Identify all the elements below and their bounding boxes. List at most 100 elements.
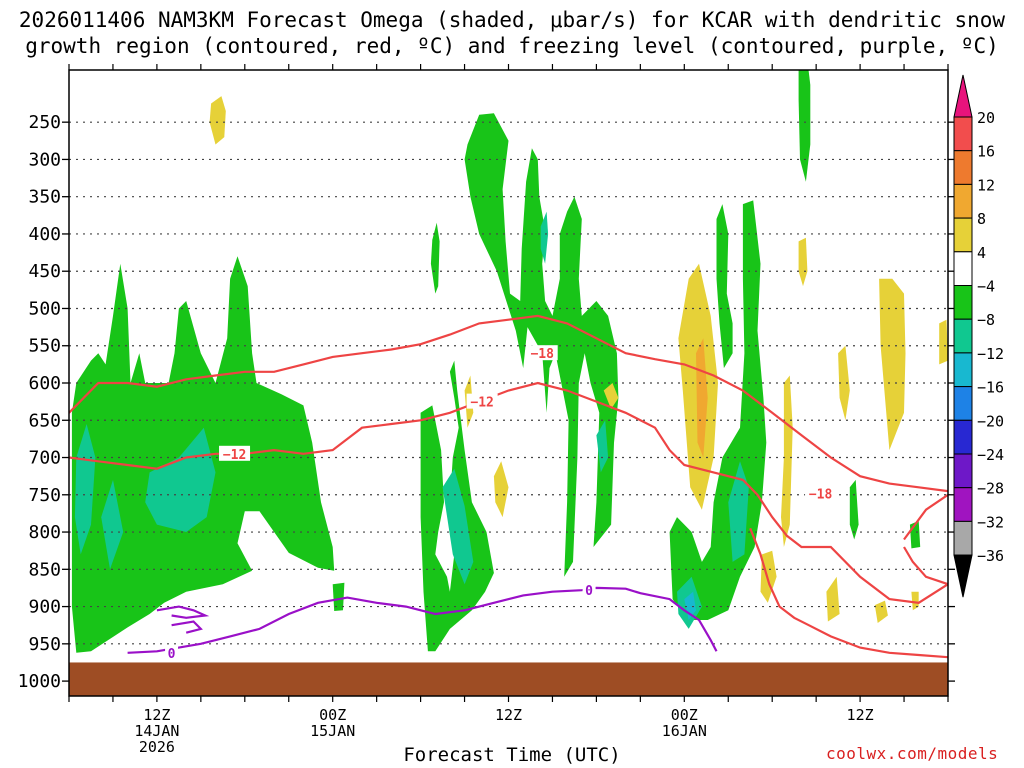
omega-region-25 (696, 338, 708, 458)
freezing-contour-2 (171, 620, 203, 634)
colorbar-bin-8 (953, 352, 973, 388)
y-tick-label-500: 500 (28, 298, 61, 319)
colorbar-label-10: −24 (977, 446, 1004, 464)
omega-region-20 (209, 96, 226, 145)
omega-region-22 (493, 461, 509, 518)
x-tick-label-18-1: 15JAN (310, 722, 355, 740)
colorbar-label-7: −12 (977, 345, 1004, 363)
omega-region-2 (101, 479, 124, 570)
colorbar-label-5: −4 (977, 278, 995, 296)
y-tick-label-550: 550 (28, 336, 61, 357)
y-tick-label-250: 250 (28, 112, 61, 133)
omega-region-1 (74, 424, 96, 555)
colorbar-bin-9 (953, 386, 973, 421)
colorbar-label-0: 20 (977, 109, 995, 127)
dgz-inline-label-1-bg (805, 485, 837, 501)
omega-region-18 (849, 479, 859, 540)
dgz-inline-label-0: −12 (470, 396, 493, 411)
colorbar-bin-12 (953, 487, 973, 522)
colorbar-bin-2 (953, 150, 973, 185)
ground-terrain (69, 662, 948, 696)
colorbar-bin-4 (953, 217, 973, 253)
colorbar-arrow-top (953, 74, 973, 118)
x-axis-title: Forecast Time (UTC) (403, 744, 621, 766)
colorbar-bin-1 (953, 116, 973, 152)
omega-region-5 (430, 222, 440, 294)
omega-region-3 (145, 427, 216, 532)
y-tick-label-450: 450 (28, 261, 61, 282)
omega-region-9 (540, 211, 549, 264)
freezing-label-0: 0 (168, 647, 176, 662)
colorbar-arrow-bottom (953, 554, 973, 598)
y-tick-label-400: 400 (28, 224, 61, 245)
y-tick-label-700: 700 (28, 448, 61, 469)
x-tick-label-6-0: 12Z (143, 706, 170, 724)
colorbar-label-12: −32 (977, 513, 1004, 531)
y-tick-label-650: 650 (28, 410, 61, 431)
colorbar-label-6: −8 (977, 311, 995, 329)
y-tick-label-800: 800 (28, 522, 61, 543)
omega-region-14 (728, 461, 749, 562)
plot-area: −18 −12 −12 −18 0 0 (69, 70, 948, 696)
x-tick-label-30-0: 12Z (495, 706, 522, 724)
omega-region-32 (874, 600, 888, 623)
colorbar-label-4: 4 (977, 244, 986, 262)
dgz-label-0: −18 (530, 347, 554, 362)
colorbar-bin-13 (953, 520, 973, 556)
dgz-contour-0 (69, 314, 948, 493)
freezing-contour-0 (127, 586, 718, 654)
y-tick-label-850: 850 (28, 559, 61, 580)
chart-title-line-2: growth region (contoured, red, ºC) and f… (25, 34, 999, 58)
dgz-contour-2 (749, 527, 948, 659)
source-credit: coolwx.com/models (826, 744, 999, 763)
colorbar-label-8: −16 (977, 379, 1004, 397)
x-tick-label-42-0: 00Z (671, 706, 698, 724)
y-tick-label-900: 900 (28, 597, 61, 618)
omega-region-34 (911, 591, 919, 611)
omega-region-17 (798, 70, 811, 182)
dgz-inline-label-0-bg (466, 393, 498, 409)
y-tick-label-300: 300 (28, 149, 61, 170)
dgz-label-0-bg (526, 345, 558, 361)
colorbar-bin-10 (953, 419, 973, 455)
omega-region-23 (603, 383, 619, 410)
freezing-inline-label-0: 0 (585, 584, 593, 599)
dgz-label-1-bg (219, 445, 251, 461)
colorbar-bin-3 (953, 183, 973, 219)
dgz-label-1: −12 (223, 448, 246, 463)
y-tick-label-950: 950 (28, 634, 61, 655)
omega-region-28 (798, 237, 808, 287)
x-tick-label-18-0: 00Z (319, 706, 346, 724)
x-tick-label-6-2: 2026 (139, 738, 175, 756)
colorbar-bin-5 (953, 251, 973, 287)
y-tick-label-750: 750 (28, 485, 61, 506)
x-tick-label-6-1: 14JAN (134, 722, 179, 740)
dgz-contour-4 (903, 546, 948, 586)
y-tick-label-350: 350 (28, 187, 61, 208)
colorbar-label-13: −36 (977, 547, 1004, 565)
colorbar-label-3: 8 (977, 210, 986, 228)
omega-region-29 (826, 576, 840, 622)
x-tick-label-54-0: 12Z (847, 706, 874, 724)
freezing-contour-1 (156, 605, 210, 619)
omega-region-26 (760, 550, 777, 603)
colorbar-label-11: −28 (977, 480, 1004, 498)
y-tick-label-1000: 1000 (18, 671, 61, 692)
colorbar-bin-7 (953, 318, 973, 354)
omega-region-33 (939, 319, 948, 365)
colorbar-label-9: −20 (977, 412, 1004, 430)
x-tick-label-42-1: 16JAN (662, 722, 707, 740)
colorbar-bin-6 (953, 285, 973, 320)
omega-region-8 (464, 113, 619, 577)
freezing-label-0-bg (165, 644, 179, 660)
y-tick-label-600: 600 (28, 373, 61, 394)
colorbar-label-1: 16 (977, 143, 995, 161)
omega-region-31 (879, 278, 906, 451)
dgz-contour-3 (903, 493, 948, 541)
omega-region-27 (781, 375, 793, 547)
dgz-inline-label-1: −18 (809, 487, 833, 502)
colorbar-label-2: 12 (977, 176, 995, 194)
omega-region-10 (596, 420, 609, 473)
omega-region-7 (442, 468, 474, 585)
